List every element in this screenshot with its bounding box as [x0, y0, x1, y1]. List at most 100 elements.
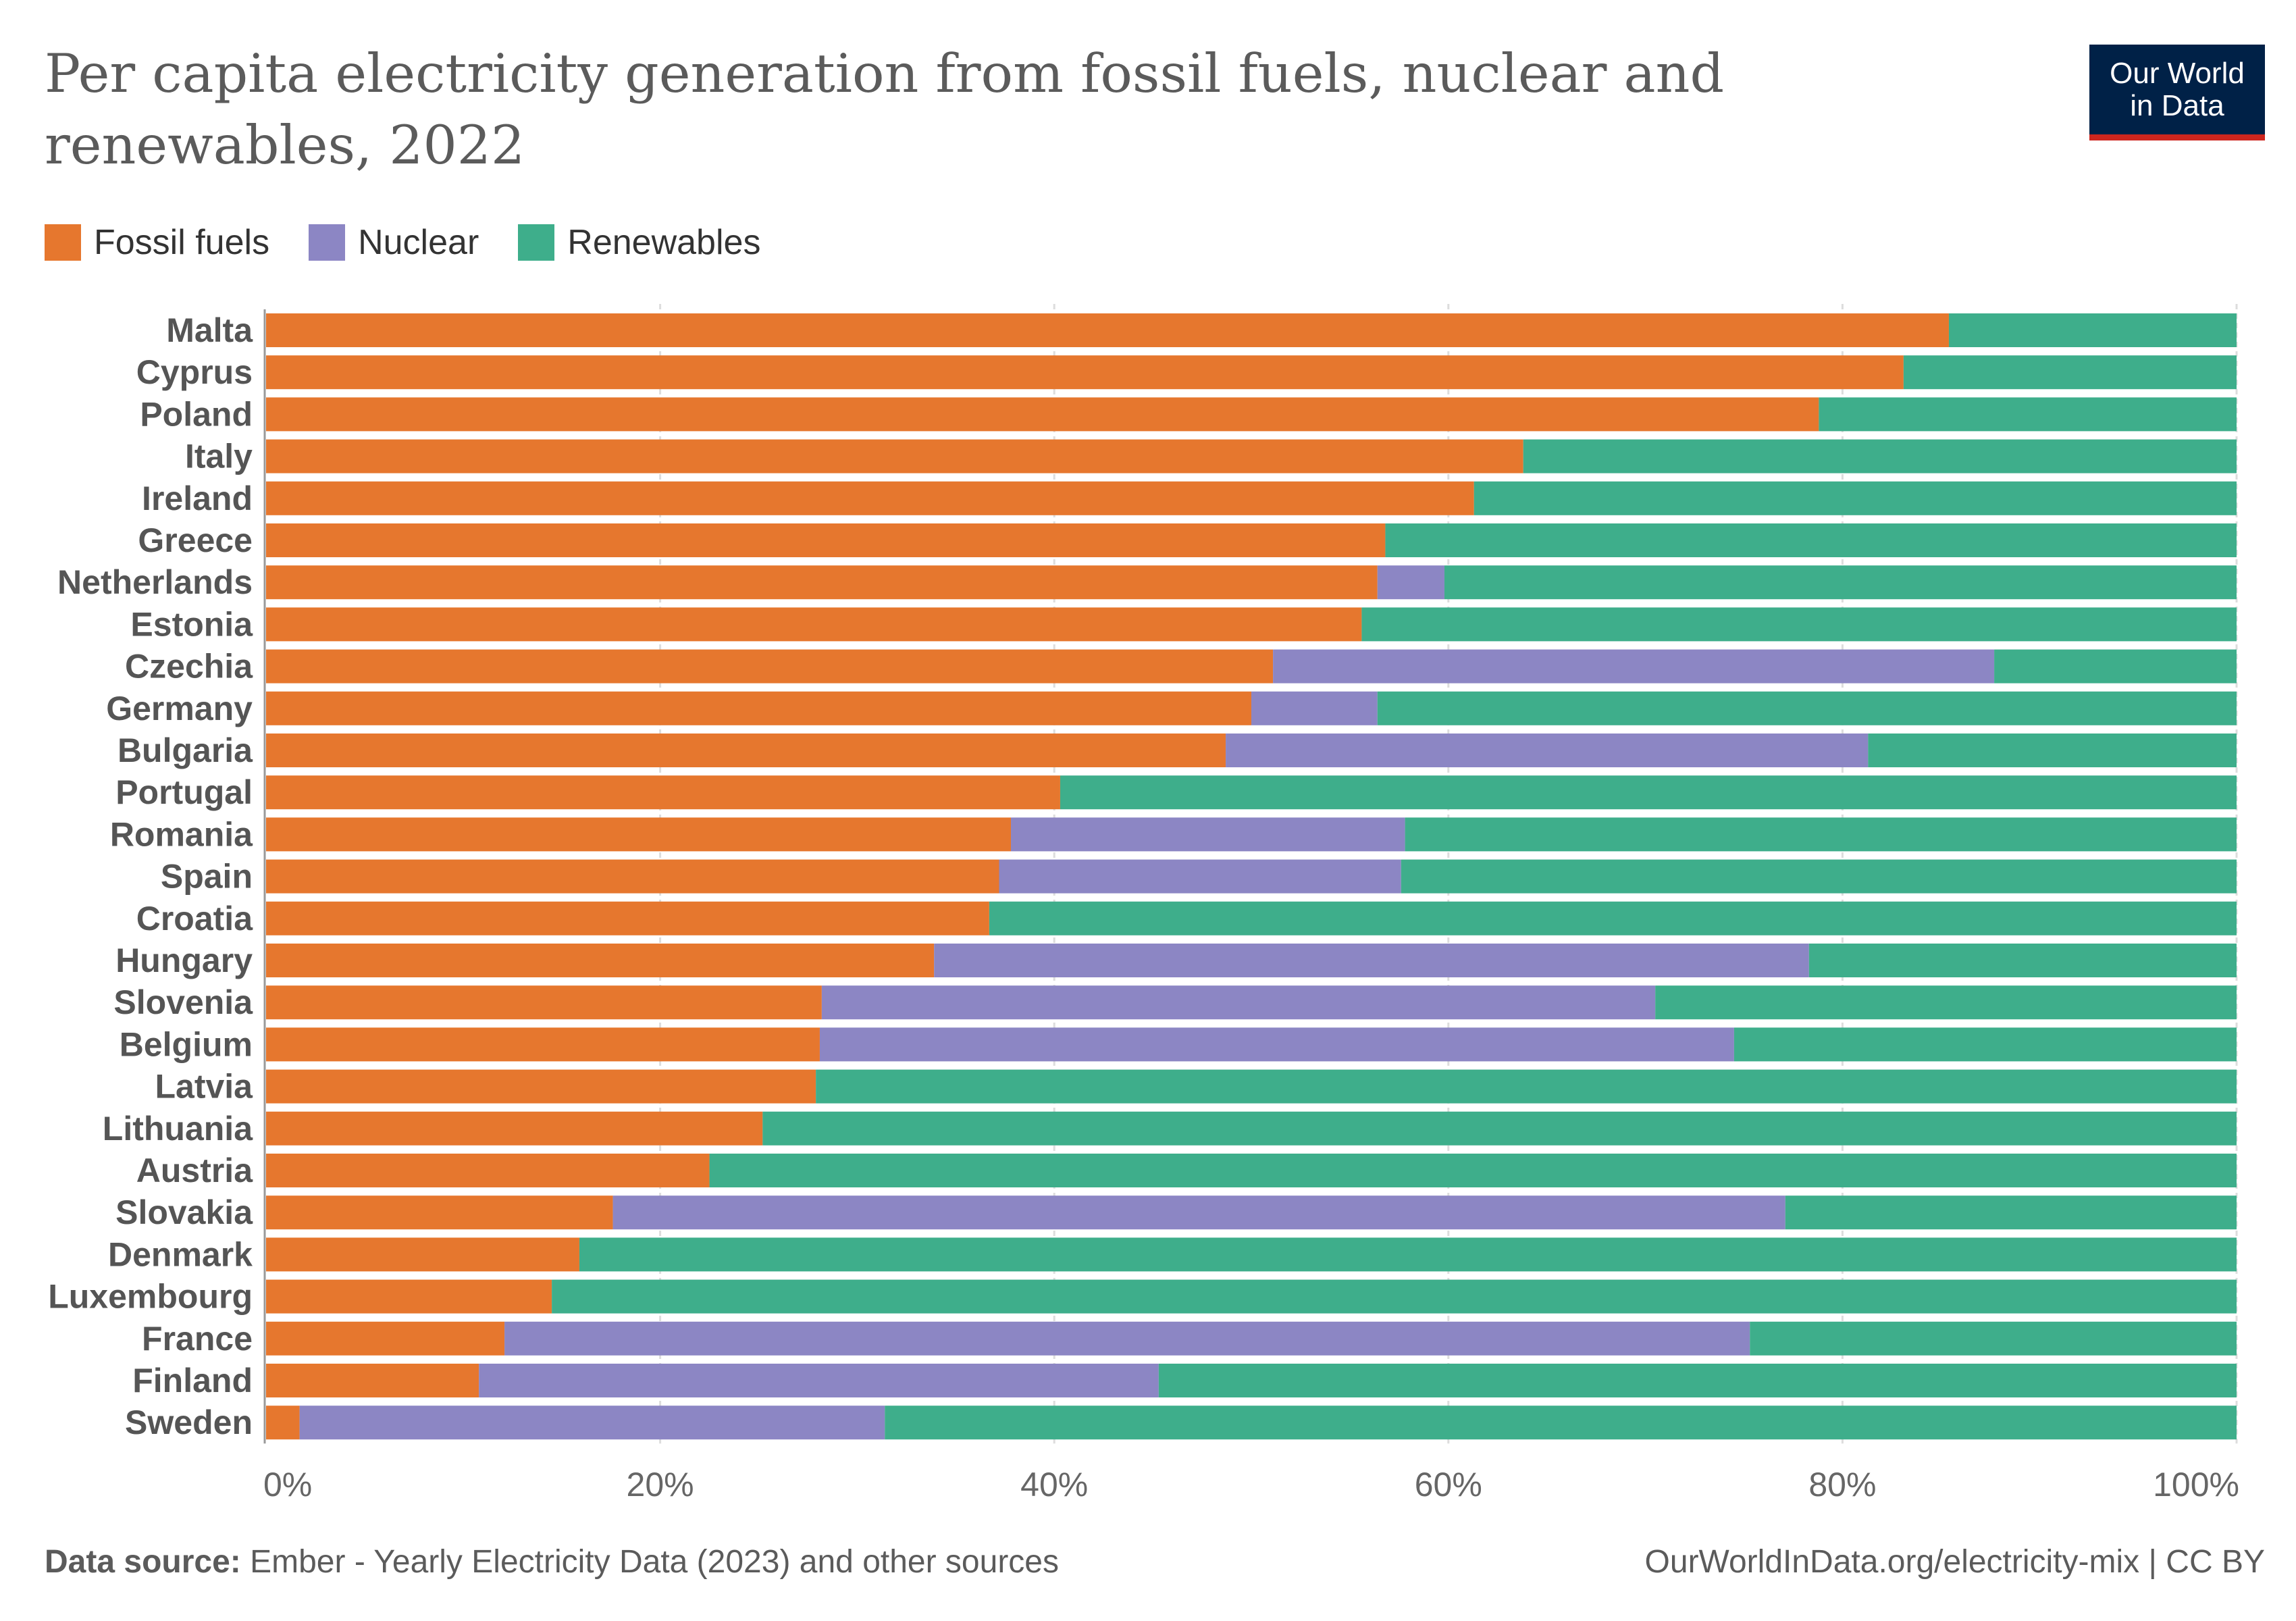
- bar-fossil-fuels[interactable]: [266, 565, 1378, 600]
- bar-renewables[interactable]: [1473, 481, 2237, 515]
- x-tick-label: 40%: [1020, 1466, 1088, 1503]
- bar-nuclear[interactable]: [299, 1406, 885, 1440]
- bar-fossil-fuels[interactable]: [266, 313, 1949, 347]
- bar-fossil-fuels[interactable]: [266, 439, 1523, 473]
- bar-renewables[interactable]: [1385, 523, 2237, 557]
- logo-accent-bar: [2089, 134, 2265, 140]
- bar-renewables[interactable]: [1655, 985, 2237, 1020]
- bar-renewables[interactable]: [1808, 944, 2237, 977]
- bar-renewables[interactable]: [1948, 313, 2237, 347]
- bar-renewables[interactable]: [1523, 439, 2237, 473]
- bar-nuclear[interactable]: [934, 944, 1809, 977]
- bar-nuclear[interactable]: [999, 859, 1401, 894]
- bar-fossil-fuels[interactable]: [266, 1027, 820, 1062]
- legend-item-renewables[interactable]: Renewables: [518, 222, 760, 263]
- bar-renewables[interactable]: [1158, 1364, 2237, 1397]
- bar-fossil-fuels[interactable]: [266, 691, 1251, 725]
- bar-renewables[interactable]: [762, 1111, 2237, 1146]
- bar-fossil-fuels[interactable]: [266, 901, 989, 935]
- footer: Data source: Ember - Yearly Electricity …: [45, 1543, 2265, 1580]
- y-category-label: Malta: [166, 311, 253, 349]
- bar-fossil-fuels[interactable]: [266, 1069, 816, 1104]
- y-axis-labels: Malta Cyprus Poland Italy Ireland Greece Nethe…: [48, 311, 253, 1441]
- bar-nuclear[interactable]: [479, 1364, 1159, 1397]
- bar-fossil-fuels[interactable]: [266, 649, 1274, 684]
- bar-fossil-fuels[interactable]: [266, 355, 1904, 390]
- bar-renewables[interactable]: [552, 1279, 2237, 1314]
- y-category-label: France: [142, 1320, 253, 1358]
- bar-fossil-fuels[interactable]: [266, 1321, 505, 1356]
- legend-item-fossil-fuels[interactable]: Fossil fuels: [45, 222, 269, 263]
- bar-fossil-fuels[interactable]: [266, 1279, 552, 1314]
- bar-renewables[interactable]: [579, 1237, 2237, 1272]
- bar-nuclear[interactable]: [1011, 817, 1405, 852]
- bar-fossil-fuels[interactable]: [266, 523, 1386, 557]
- logo-line-2: in Data: [2130, 89, 2224, 122]
- bar-nuclear[interactable]: [504, 1321, 1750, 1356]
- bar-renewables[interactable]: [1868, 734, 2237, 767]
- bar-renewables[interactable]: [1819, 397, 2237, 432]
- x-tick-label: 80%: [1808, 1466, 1876, 1503]
- bar-fossil-fuels[interactable]: [266, 859, 999, 894]
- bar-renewables[interactable]: [1405, 817, 2237, 852]
- bar-nuclear[interactable]: [1251, 691, 1378, 725]
- bar-renewables[interactable]: [885, 1406, 2237, 1440]
- bar-nuclear[interactable]: [821, 985, 1656, 1020]
- y-category-label: Belgium: [120, 1025, 253, 1063]
- y-category-label: Italy: [185, 438, 253, 475]
- legend-label-renewables: Renewables: [567, 223, 761, 262]
- footer-url[interactable]: OurWorldInData.org/electricity-mix | CC …: [1644, 1544, 2265, 1580]
- bar-renewables[interactable]: [1060, 775, 2237, 810]
- bar-fossil-fuels[interactable]: [266, 607, 1362, 642]
- bar-renewables[interactable]: [1377, 691, 2237, 725]
- bar-renewables[interactable]: [1785, 1195, 2237, 1230]
- bar-fossil-fuels[interactable]: [266, 1195, 613, 1230]
- x-tick-label: 0%: [263, 1466, 312, 1503]
- bar-renewables[interactable]: [816, 1069, 2237, 1104]
- bar-renewables[interactable]: [1361, 607, 2237, 642]
- y-category-label: Finland: [132, 1362, 253, 1399]
- bar-nuclear[interactable]: [1226, 734, 1869, 767]
- owid-logo[interactable]: Our World in Data: [2089, 45, 2265, 140]
- bar-fossil-fuels[interactable]: [266, 481, 1474, 515]
- chart-title: Per capita electricity generation from f…: [45, 43, 1725, 176]
- bar-renewables[interactable]: [1903, 355, 2237, 390]
- bar-renewables[interactable]: [1733, 1027, 2237, 1062]
- legend-swatch-renewables: [518, 224, 555, 261]
- y-category-label: Slovenia: [113, 983, 253, 1021]
- bar-renewables[interactable]: [1401, 859, 2237, 894]
- bar-nuclear[interactable]: [612, 1195, 1785, 1230]
- y-category-label: Romania: [110, 815, 253, 853]
- bar-renewables[interactable]: [989, 901, 2237, 935]
- bar-fossil-fuels[interactable]: [266, 1364, 479, 1397]
- data-source: Data source: Ember - Yearly Electricity …: [45, 1543, 1059, 1580]
- bar-fossil-fuels[interactable]: [266, 775, 1060, 810]
- y-category-label: Luxembourg: [48, 1278, 253, 1316]
- y-category-label: Cyprus: [136, 353, 253, 391]
- bar-fossil-fuels[interactable]: [266, 1154, 710, 1187]
- bar-nuclear[interactable]: [1377, 565, 1444, 600]
- bar-fossil-fuels[interactable]: [266, 817, 1012, 852]
- x-tick-label: 60%: [1415, 1466, 1482, 1503]
- bar-fossil-fuels[interactable]: [266, 734, 1226, 767]
- y-category-label: Spain: [161, 858, 253, 896]
- y-category-label: Sweden: [125, 1404, 253, 1441]
- y-category-label: Czechia: [125, 648, 253, 686]
- bar-fossil-fuels[interactable]: [266, 944, 935, 977]
- bar-renewables[interactable]: [1444, 565, 2237, 600]
- bar-fossil-fuels[interactable]: [266, 1406, 300, 1440]
- y-category-label: Portugal: [115, 773, 253, 811]
- bars: [266, 313, 2237, 1440]
- bar-renewables[interactable]: [1994, 649, 2237, 684]
- y-category-label: Greece: [138, 521, 253, 559]
- y-category-label: Bulgaria: [118, 731, 253, 769]
- bar-nuclear[interactable]: [819, 1027, 1734, 1062]
- bar-fossil-fuels[interactable]: [266, 1237, 579, 1272]
- bar-fossil-fuels[interactable]: [266, 397, 1819, 432]
- bar-nuclear[interactable]: [1273, 649, 1995, 684]
- legend-item-nuclear[interactable]: Nuclear: [309, 222, 479, 263]
- bar-fossil-fuels[interactable]: [266, 985, 822, 1020]
- bar-fossil-fuels[interactable]: [266, 1111, 763, 1146]
- bar-renewables[interactable]: [1750, 1321, 2237, 1356]
- bar-renewables[interactable]: [709, 1154, 2237, 1187]
